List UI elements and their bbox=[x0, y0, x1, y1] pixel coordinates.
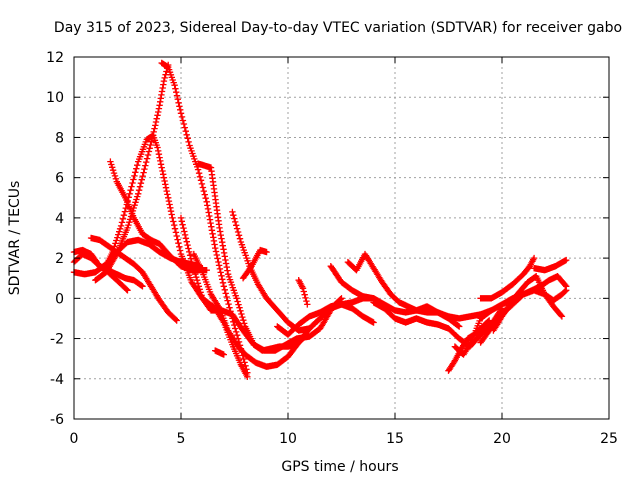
data-marker-path bbox=[92, 61, 172, 284]
y-tick-label: -6 bbox=[50, 412, 64, 428]
y-tick-label: -4 bbox=[50, 372, 64, 388]
data-marker-path bbox=[530, 256, 570, 274]
y-tick-label: 12 bbox=[46, 50, 64, 66]
data-marker-path bbox=[344, 250, 495, 322]
data-series-pass-11 bbox=[212, 347, 227, 358]
data-series-pass-25 bbox=[530, 256, 570, 274]
data-marker-path bbox=[295, 277, 311, 308]
data-series-pass-14 bbox=[239, 246, 270, 282]
data-series-pass-24 bbox=[477, 254, 538, 302]
y-tick-labels: -6 -4 -2 0 2 4 6 8 10 12 bbox=[46, 50, 64, 428]
x-tick-label: 15 bbox=[386, 431, 404, 447]
data-series-pass-26 bbox=[530, 287, 570, 304]
x-tick-label: 0 bbox=[70, 431, 79, 447]
data-series-pass-18 bbox=[344, 250, 495, 322]
x-tick-label: 20 bbox=[493, 431, 511, 447]
data-marker-path bbox=[158, 59, 251, 376]
y-tick-label: 4 bbox=[55, 211, 64, 227]
plot-frame bbox=[73, 56, 610, 420]
y-tick-label: 2 bbox=[55, 251, 64, 267]
x-tick-label: 25 bbox=[600, 431, 618, 447]
data-marker-path bbox=[212, 347, 227, 358]
x-tick-labels: 0 5 10 15 20 25 bbox=[70, 431, 618, 447]
data-series-pass-05 bbox=[92, 61, 172, 284]
x-tick-label: 10 bbox=[279, 431, 297, 447]
y-axis-label: SDTVAR / TECUs bbox=[7, 181, 23, 296]
axis-ticks bbox=[73, 56, 610, 420]
data-marker-path bbox=[239, 246, 270, 282]
data-marker-path bbox=[477, 254, 538, 302]
data-marker-path bbox=[530, 287, 570, 304]
chart-title: Day 315 of 2023, Sidereal Day-to-day VTE… bbox=[54, 20, 622, 36]
data-series-pass-16 bbox=[295, 277, 311, 308]
y-tick-label: 8 bbox=[55, 130, 64, 146]
grid-lines bbox=[74, 57, 609, 419]
x-axis-label: GPS time / hours bbox=[281, 459, 398, 475]
x-tick-label: 5 bbox=[177, 431, 186, 447]
data-marker-path bbox=[274, 301, 377, 338]
y-tick-label: 0 bbox=[55, 291, 64, 307]
data-points bbox=[70, 59, 570, 380]
y-tick-label: -2 bbox=[50, 332, 64, 348]
y-tick-label: 6 bbox=[55, 171, 64, 187]
data-series-pass-15 bbox=[274, 301, 377, 338]
y-tick-label: 10 bbox=[46, 90, 64, 106]
data-series-pass-08 bbox=[158, 59, 251, 376]
